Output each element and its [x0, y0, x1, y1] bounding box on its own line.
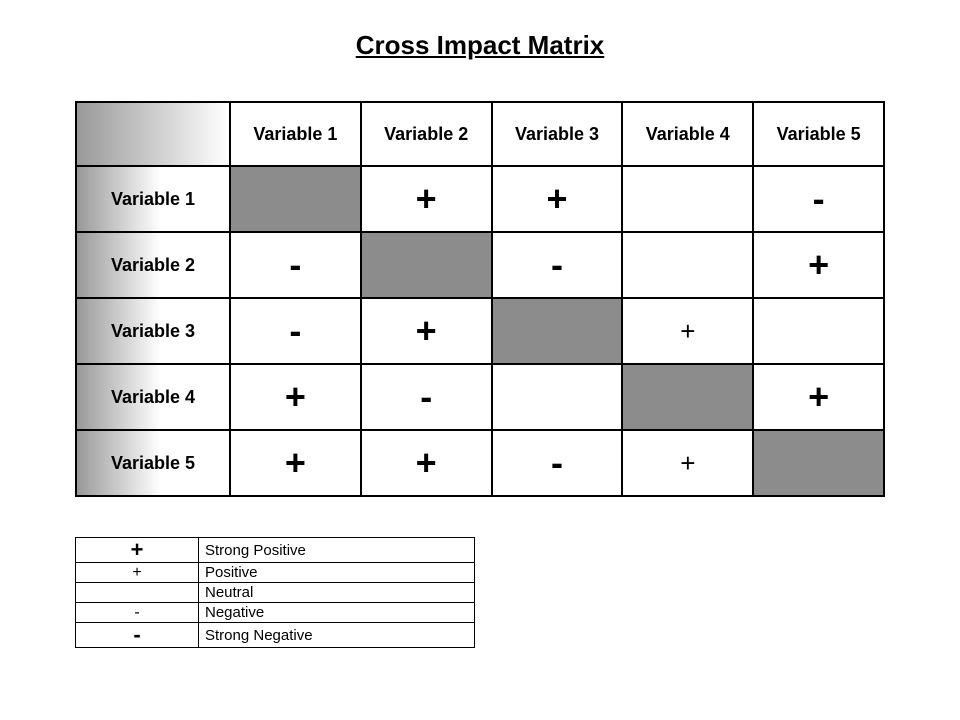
matrix-diagonal-cell: [622, 364, 753, 430]
matrix-diagonal-cell: [753, 430, 884, 496]
matrix-cell: +: [361, 298, 492, 364]
matrix-cell: -: [230, 298, 361, 364]
col-header: Variable 5: [753, 102, 884, 166]
legend-row: -Strong Negative: [76, 623, 475, 648]
legend-label: Strong Positive: [199, 538, 475, 563]
row-header: Variable 5: [76, 430, 230, 496]
matrix-cell: +: [622, 298, 753, 364]
legend-row: +Strong Positive: [76, 538, 475, 563]
table-row: Variable 4+-+: [76, 364, 884, 430]
row-header: Variable 4: [76, 364, 230, 430]
legend-label: Strong Negative: [199, 623, 475, 648]
page-title: Cross Impact Matrix: [75, 30, 885, 61]
col-header: Variable 1: [230, 102, 361, 166]
legend-label: Negative: [199, 603, 475, 623]
matrix-cell: -: [753, 166, 884, 232]
matrix-cell: +: [230, 430, 361, 496]
table-row: Variable 2--+: [76, 232, 884, 298]
table-row: Variable 1 ++ -: [76, 166, 884, 232]
matrix-diagonal-cell: [230, 166, 361, 232]
matrix-cell: +: [361, 166, 492, 232]
legend-symbol: -: [76, 623, 199, 648]
matrix-cell: +: [230, 364, 361, 430]
legend-table: +Strong Positive+PositiveNeutral-Negativ…: [75, 537, 475, 648]
matrix-cell: [622, 166, 753, 232]
impact-matrix: Variable 1 Variable 2 Variable 3 Variabl…: [75, 101, 885, 497]
legend-label: Neutral: [199, 583, 475, 603]
legend-body: +Strong Positive+PositiveNeutral-Negativ…: [76, 538, 475, 648]
matrix-cell: +: [492, 166, 623, 232]
matrix-cell: +: [361, 430, 492, 496]
table-row: Variable 5++-+: [76, 430, 884, 496]
legend-symbol: [76, 583, 199, 603]
legend-label: Positive: [199, 563, 475, 583]
legend-row: -Negative: [76, 603, 475, 623]
col-header: Variable 3: [492, 102, 623, 166]
legend-symbol: -: [76, 603, 199, 623]
table-row: Variable 3-++: [76, 298, 884, 364]
matrix-body: Variable 1++-Variable 2--+Variable 3-++V…: [76, 166, 884, 496]
matrix-cell: -: [492, 430, 623, 496]
row-header: Variable 3: [76, 298, 230, 364]
row-header: Variable 1: [76, 166, 230, 232]
matrix-diagonal-cell: [361, 232, 492, 298]
matrix-cell: +: [622, 430, 753, 496]
matrix-cell: -: [361, 364, 492, 430]
col-header: Variable 4: [622, 102, 753, 166]
matrix-cell: [622, 232, 753, 298]
matrix-cell: [492, 364, 623, 430]
col-header: Variable 2: [361, 102, 492, 166]
legend-symbol: +: [76, 538, 199, 563]
legend-row: +Positive: [76, 563, 475, 583]
matrix-cell: +: [753, 232, 884, 298]
legend-row: Neutral: [76, 583, 475, 603]
matrix-cell: +: [753, 364, 884, 430]
matrix-cell: -: [230, 232, 361, 298]
matrix-cell: -: [492, 232, 623, 298]
row-header: Variable 2: [76, 232, 230, 298]
matrix-cell: [753, 298, 884, 364]
matrix-diagonal-cell: [492, 298, 623, 364]
matrix-corner: [76, 102, 230, 166]
legend-symbol: +: [76, 563, 199, 583]
